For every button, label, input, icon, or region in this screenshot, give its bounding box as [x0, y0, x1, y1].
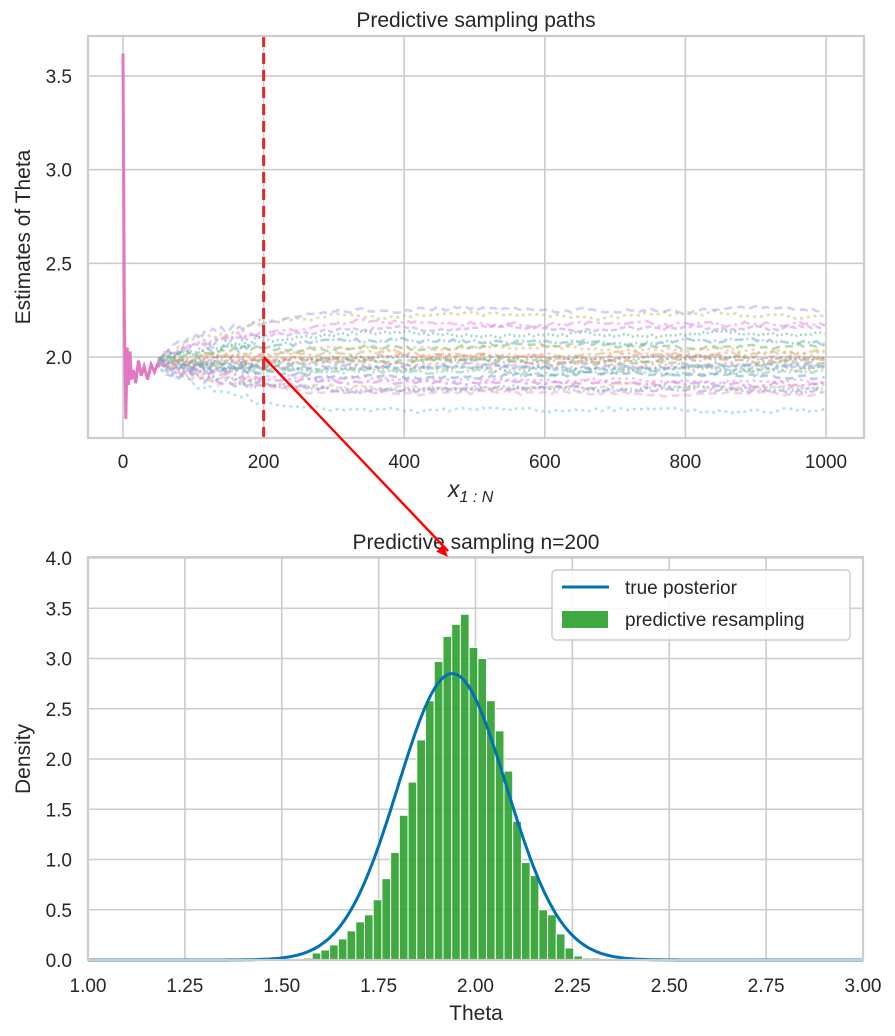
bottom-y-tick-label: 2.0 [46, 750, 72, 771]
top-x-ticks: 0 200 400 600 800 1000 [118, 452, 847, 473]
histogram-bar [337, 938, 348, 961]
sampled-path-line [157, 356, 825, 371]
sampled-path-line [157, 348, 825, 367]
top-y-tick-label: 2.5 [46, 254, 72, 275]
top-y-tick-label: 3.0 [46, 161, 72, 182]
histogram-bar [398, 814, 409, 961]
sampled-path-line [157, 341, 826, 364]
top-y-tick-label: 2.0 [46, 348, 72, 369]
sampled-path-line [157, 343, 825, 366]
bottom-axes-frame [86, 555, 865, 962]
legend-patch-swatch [562, 611, 608, 628]
top-axes-frame [86, 34, 866, 440]
histogram-bar [564, 947, 575, 961]
sampled-path-line [156, 304, 825, 365]
top-x-label: x1 : N [447, 476, 494, 506]
histogram-bars [302, 613, 601, 961]
histogram-bar [390, 851, 400, 961]
arrow-line [262, 356, 449, 552]
sampled-path-line [157, 329, 825, 362]
top-x-tick-label: 400 [388, 452, 420, 473]
bottom-x-tick-label: 2.75 [748, 976, 785, 997]
bottom-y-tick-label: 0.0 [46, 951, 72, 972]
histogram-bar [363, 914, 374, 961]
histogram-bar [512, 820, 522, 961]
bottom-y-tick-label: 2.5 [46, 700, 72, 721]
bottom-x-label: Theta [449, 1002, 503, 1025]
top-x-label-sub: 1 : N [460, 489, 494, 506]
bottom-y-tick-label: 0.5 [46, 901, 72, 922]
bottom-chart: 1.00 1.25 1.50 1.75 2.00 2.25 2.50 2.75 3.00 0.0… [12, 531, 881, 1025]
top-x-tick-label: 0 [118, 452, 129, 473]
bottom-title: Predictive sampling n=200 [353, 531, 600, 554]
top-y-tick-label: 3.5 [46, 67, 72, 88]
sampled-path-line [157, 359, 825, 399]
legend: true posterior predictive resampling [551, 569, 851, 641]
top-x-tick-label: 200 [248, 452, 280, 473]
sampled-path-line [158, 359, 825, 374]
bottom-y-tick-label: 1.0 [46, 851, 72, 872]
bottom-y-tick-label: 3.5 [46, 599, 72, 620]
histogram-bar [381, 878, 392, 961]
top-chart: 0 200 400 600 800 1000 2.0 2.5 3.0 3.5 Predictiv… [12, 9, 866, 506]
histogram-bar [329, 944, 339, 961]
sampled-path-line [156, 336, 825, 367]
bottom-y-ticks: 0.0 0.5 1.0 1.5 2.0 2.5 3.0 3.5 4.0 [46, 549, 72, 972]
top-x-label-main: x [447, 476, 461, 502]
histogram-bar [407, 781, 418, 961]
bottom-y-tick-label: 4.0 [46, 549, 72, 570]
legend-box [551, 569, 851, 641]
sampled-paths [156, 304, 826, 415]
histogram-bar [346, 930, 357, 961]
legend-label-predictive-resampling: predictive resampling [625, 610, 805, 631]
top-title: Predictive sampling paths [356, 9, 595, 32]
histogram-bar [547, 914, 557, 961]
histogram-bar [529, 875, 540, 961]
bottom-x-tick-label: 3.00 [845, 976, 882, 997]
legend-label-true-posterior: true posterior [625, 578, 738, 599]
bottom-x-tick-label: 2.25 [554, 976, 591, 997]
histogram-bar [355, 921, 365, 961]
sampled-path-line [158, 309, 826, 360]
sampled-path-line [157, 361, 825, 415]
sampled-path-line [157, 354, 825, 369]
histogram-bar [320, 949, 331, 961]
sampled-path-line [157, 359, 826, 386]
sampled-path-line [156, 323, 826, 368]
bottom-y-tick-label: 1.5 [46, 800, 72, 821]
arrow-head [436, 544, 448, 557]
observed-path [121, 53, 160, 419]
sampled-path-line [157, 358, 826, 389]
top-x-tick-label: 1000 [805, 452, 847, 473]
histogram-bar [416, 739, 427, 961]
histogram-bar [538, 909, 549, 961]
histogram-bar [459, 613, 470, 961]
bottom-y-tick-label: 3.0 [46, 650, 72, 671]
top-y-label: Estimates of Theta [12, 149, 35, 324]
histogram-bar [433, 661, 444, 961]
bottom-y-label: Density [12, 723, 35, 794]
histogram-bar [520, 862, 531, 961]
top-x-tick-label: 600 [529, 452, 561, 473]
histogram-bar [425, 700, 435, 961]
bottom-x-tick-label: 1.75 [360, 976, 397, 997]
top-x-tick-label: 800 [670, 452, 702, 473]
bottom-x-tick-label: 1.00 [70, 976, 107, 997]
sampled-path-line [157, 360, 826, 374]
bottom-x-tick-label: 1.25 [166, 976, 203, 997]
top-y-ticks: 2.0 2.5 3.0 3.5 [46, 67, 72, 369]
bottom-x-tick-label: 2.50 [651, 976, 688, 997]
bottom-x-ticks: 1.00 1.25 1.50 1.75 2.00 2.25 2.50 2.75 3.00 [70, 976, 882, 997]
annotation-arrow [262, 356, 449, 557]
histogram-bar [442, 635, 453, 961]
bottom-x-tick-label: 2.00 [457, 976, 494, 997]
sampled-path-line [157, 358, 825, 381]
histogram-bar [372, 899, 383, 961]
histogram-bar [555, 933, 566, 961]
bottom-x-tick-label: 1.50 [263, 976, 300, 997]
